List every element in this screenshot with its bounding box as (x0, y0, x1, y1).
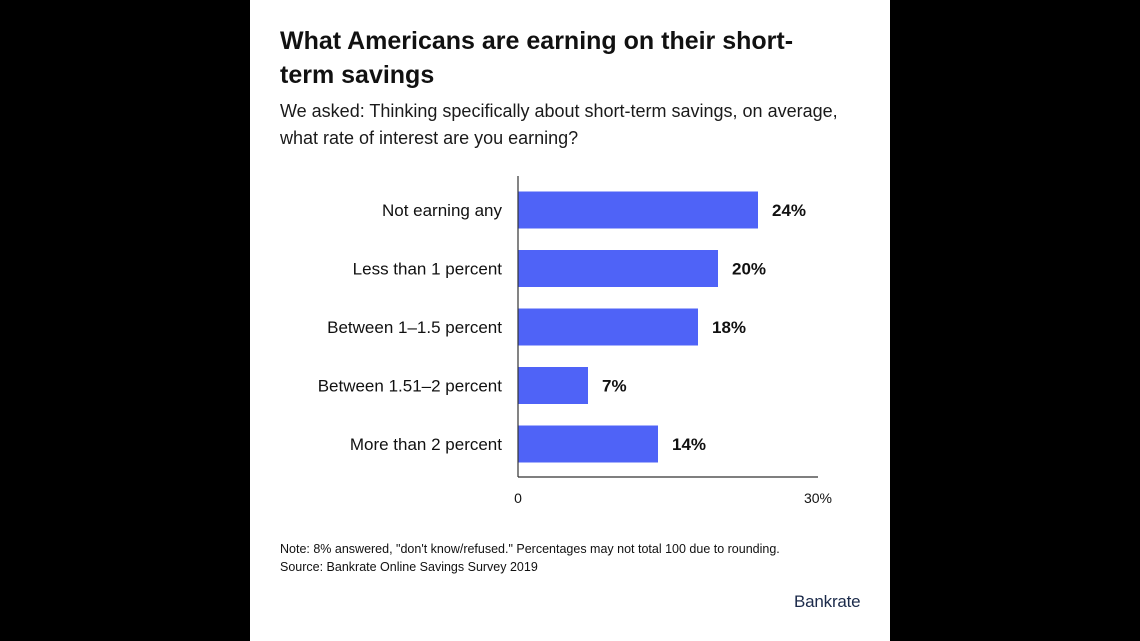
value-label-2: 18% (712, 318, 746, 337)
bar-3 (518, 367, 588, 404)
value-label-0: 24% (772, 201, 806, 220)
category-label-2: Between 1–1.5 percent (327, 318, 502, 337)
bar-1 (518, 250, 718, 287)
bar-4 (518, 425, 658, 463)
value-label-1: 20% (732, 260, 766, 279)
chart-notes: Note: 8% answered, "don't know/refused."… (280, 540, 880, 576)
category-label-1: Less than 1 percent (353, 260, 503, 279)
bar-2 (518, 308, 698, 346)
x-tick-label-0: 0 (514, 490, 522, 506)
category-label-3: Between 1.51–2 percent (318, 377, 503, 396)
chart-subtitle: We asked: Thinking specifically about sh… (280, 101, 838, 148)
source-text: Source: Bankrate Online Savings Survey 2… (280, 560, 538, 574)
bar-chart: Not earning any 24% Less than 1 percent 20%… (318, 176, 832, 506)
category-label-4: More than 2 percent (350, 435, 502, 454)
bar-0 (518, 191, 758, 229)
chart-title: What Americans are earning on their shor… (280, 27, 794, 89)
chart-card: What Americans are earning on their shor… (250, 0, 890, 641)
value-label-4: 14% (672, 435, 706, 454)
value-label-3: 7% (602, 377, 627, 396)
x-tick-label-1: 30% (804, 490, 832, 506)
note-text: Note: 8% answered, "don't know/refused."… (280, 542, 780, 556)
category-label-0: Not earning any (382, 201, 503, 220)
bankrate-logo: Bankrate (794, 592, 861, 611)
